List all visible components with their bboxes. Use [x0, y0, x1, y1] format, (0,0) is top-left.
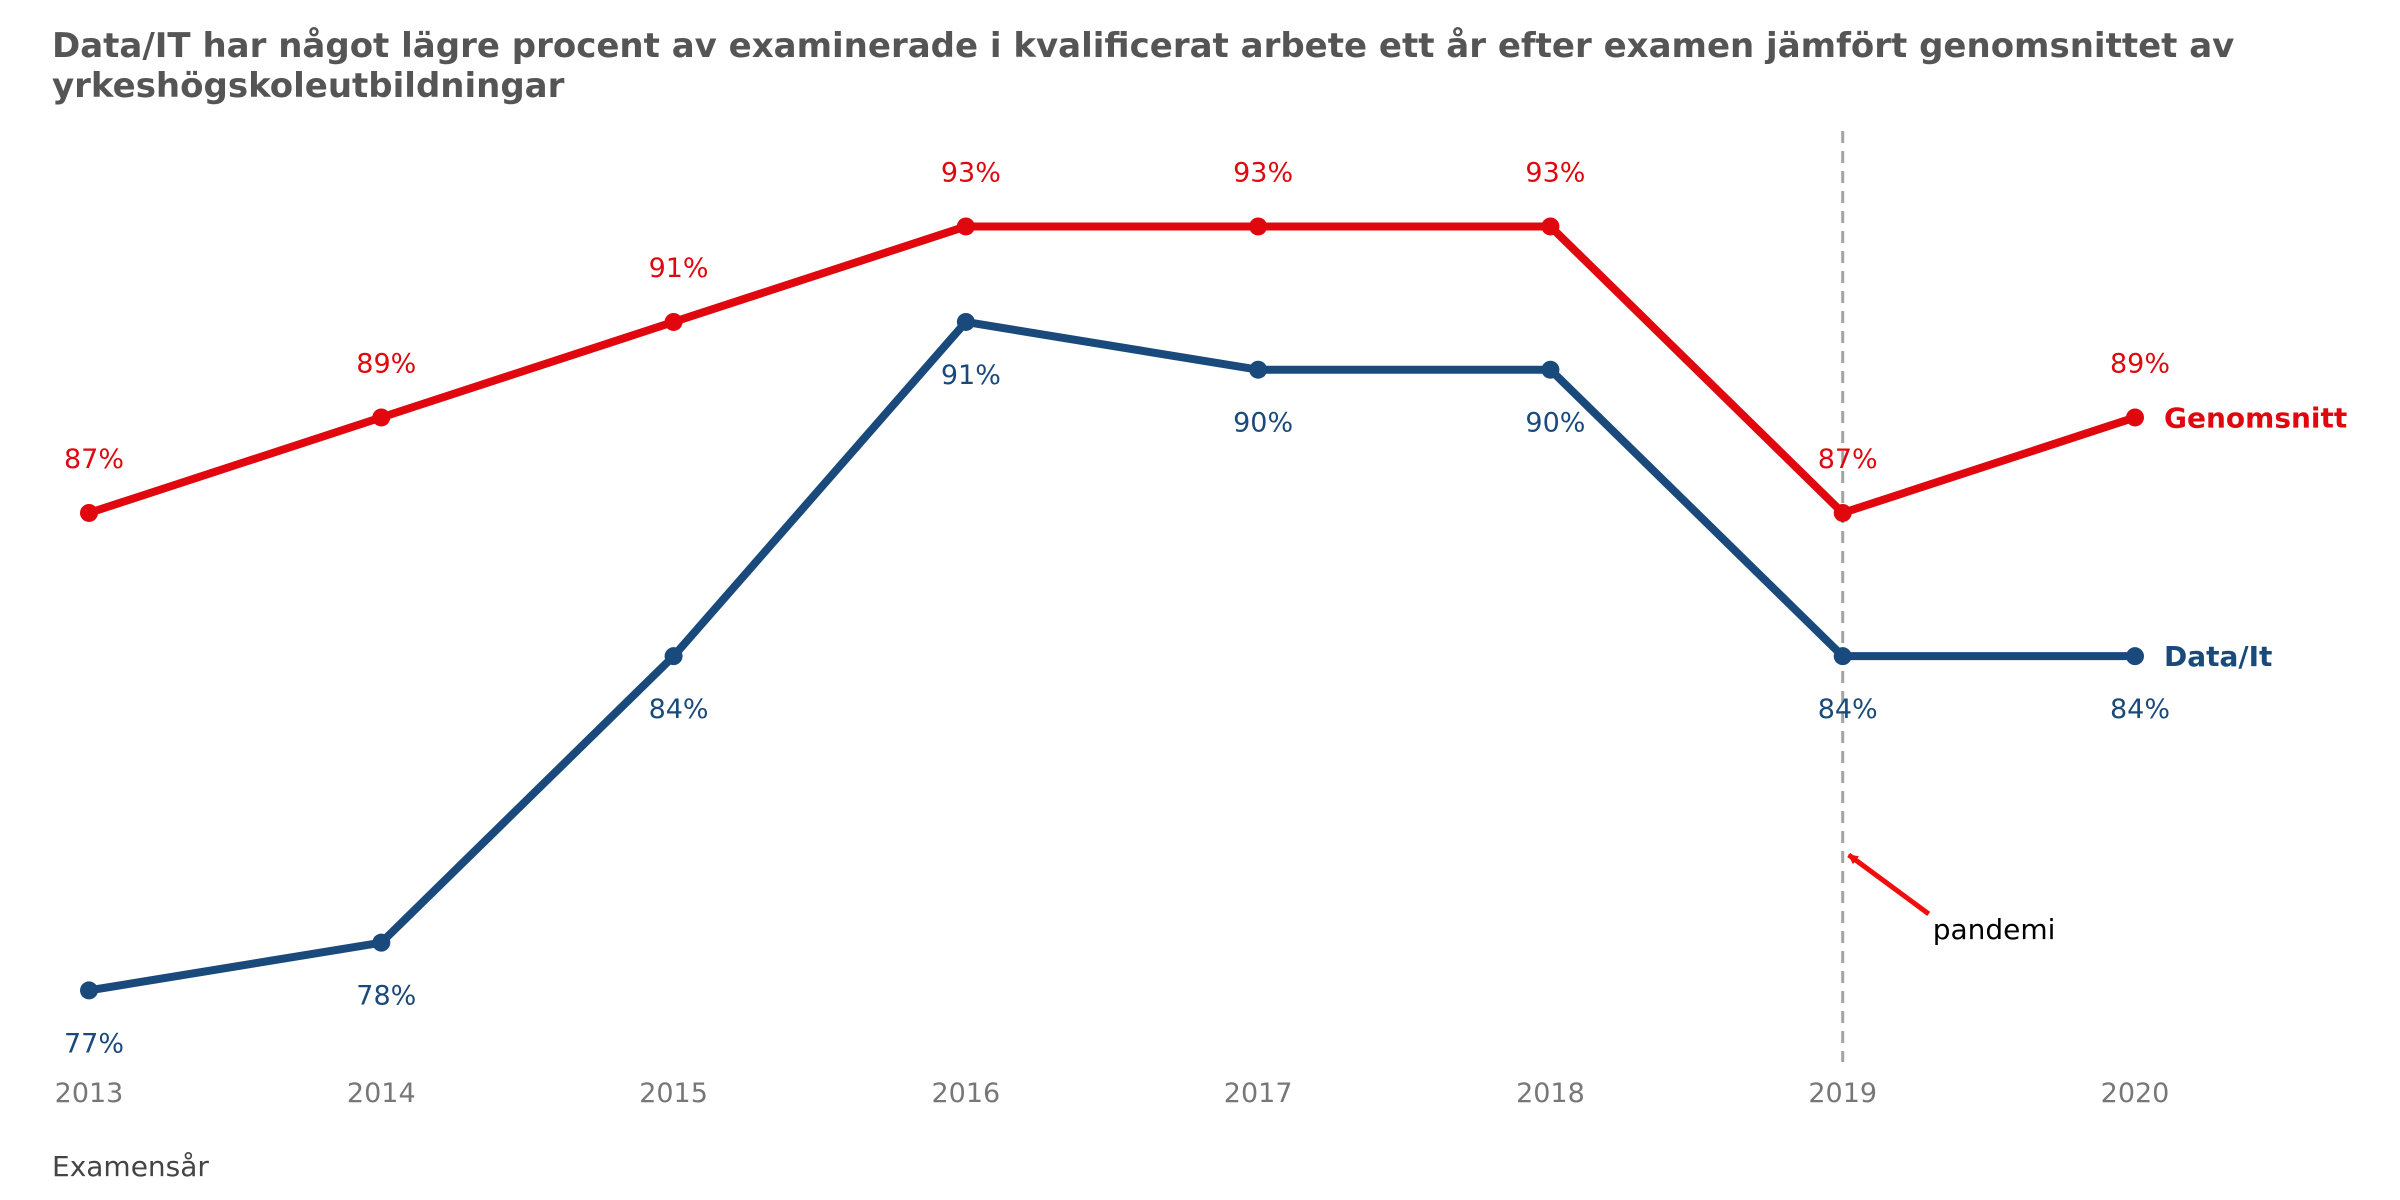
series-layer: [80, 217, 2144, 1000]
data-point-genomsnitt-2013: [80, 503, 98, 522]
data-point-genomsnitt-2014: [372, 408, 391, 427]
data-point-data-it-2019: [1833, 647, 1852, 666]
x-tick-2018: 2018: [1516, 1078, 1585, 1109]
x-tick-2020: 2020: [2101, 1078, 2170, 1109]
data-label-data-it-2015: 84%: [649, 694, 709, 725]
chart-title: Data/IT har något lägre procent av exami…: [52, 26, 2235, 106]
data-point-genomsnitt-2019: [1833, 503, 1852, 522]
data-point-genomsnitt-2016: [956, 217, 975, 236]
data-label-layer: 87% 89% 91% 93% 93% 93% 87% 89% Genomsnitt 77% 78%…: [64, 157, 2347, 1059]
annotation-text: pandemi: [1933, 913, 2056, 946]
data-label-data-it-2019: 84%: [1818, 694, 1878, 725]
annotation-layer: pandemi: [1847, 852, 2056, 946]
data-label-genomsnitt-2016: 93%: [941, 157, 1001, 188]
x-axis-label: Examensår: [52, 1150, 209, 1183]
x-tick-2013: 2013: [55, 1078, 124, 1109]
data-point-genomsnitt-2018: [1541, 217, 1560, 236]
data-point-genomsnitt-2017: [1249, 217, 1268, 236]
data-label-data-it-2020: 84%: [2110, 694, 2170, 725]
x-tick-2017: 2017: [1224, 1078, 1293, 1109]
x-tick-2016: 2016: [931, 1078, 1000, 1109]
data-label-data-it-2017: 90%: [1233, 408, 1293, 439]
series-line-genomsnitt: [85, 222, 2139, 517]
data-point-data-it-2013: [80, 981, 98, 1000]
data-label-data-it-2016: 91%: [941, 360, 1001, 391]
data-label-genomsnitt-2017: 93%: [1233, 157, 1293, 188]
data-point-data-it-2020: [2126, 647, 2144, 666]
series-name-genomsnitt: Genomsnitt: [2164, 401, 2347, 434]
x-tick-2014: 2014: [347, 1078, 416, 1109]
data-label-data-it-2014: 78%: [356, 981, 416, 1012]
data-label-data-it-2013: 77%: [64, 1028, 124, 1059]
series-line-data-it: [85, 317, 2139, 995]
data-label-genomsnitt-2014: 89%: [356, 348, 416, 379]
x-tick-2015: 2015: [639, 1078, 708, 1109]
data-label-genomsnitt-2013: 87%: [64, 444, 124, 475]
data-point-data-it-2017: [1249, 360, 1268, 379]
data-label-genomsnitt-2020: 89%: [2110, 348, 2170, 379]
x-tick-2019: 2019: [1808, 1078, 1877, 1109]
data-label-genomsnitt-2015: 91%: [649, 253, 709, 284]
x-axis: 2013 2014 2015 2016 2017 2018 2019 2020: [55, 1078, 2170, 1109]
data-label-genomsnitt-2018: 93%: [1525, 157, 1585, 188]
data-point-data-it-2014: [372, 933, 391, 952]
data-label-genomsnitt-2019: 87%: [1818, 444, 1878, 475]
data-point-data-it-2018: [1541, 360, 1560, 379]
data-point-data-it-2015: [664, 647, 683, 666]
data-point-data-it-2016: [956, 312, 975, 331]
data-label-data-it-2018: 90%: [1525, 408, 1585, 439]
data-point-genomsnitt-2015: [664, 312, 683, 331]
series-name-data-it: Data/It: [2164, 640, 2272, 673]
data-point-genomsnitt-2020: [2126, 408, 2144, 427]
annotation-arrow: [1847, 852, 1931, 916]
